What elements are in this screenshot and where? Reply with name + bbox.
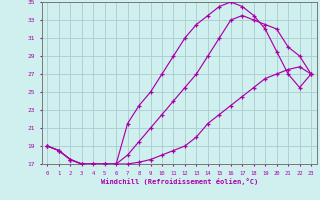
X-axis label: Windchill (Refroidissement éolien,°C): Windchill (Refroidissement éolien,°C) [100, 178, 258, 185]
